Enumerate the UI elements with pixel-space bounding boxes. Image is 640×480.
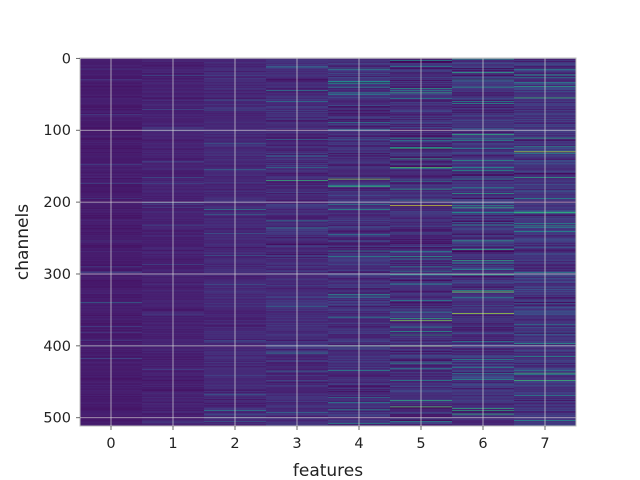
x-tick-label: 7 bbox=[540, 436, 549, 452]
x-tick-label: 0 bbox=[106, 436, 115, 452]
x-tick-label: 2 bbox=[230, 436, 239, 452]
x-axis-ticks: 0 1 2 3 4 5 6 7 bbox=[106, 426, 550, 452]
x-axis-label: features bbox=[293, 461, 363, 480]
x-tick-label: 6 bbox=[478, 436, 487, 452]
y-tick-label: 500 bbox=[43, 411, 71, 427]
x-tick-label: 1 bbox=[168, 436, 177, 452]
y-tick-label: 300 bbox=[43, 267, 71, 283]
y-tick-label: 0 bbox=[62, 51, 71, 67]
y-tick-label: 100 bbox=[43, 123, 71, 139]
y-axis-label: channels bbox=[13, 204, 33, 280]
y-axis-ticks: 0 100 200 300 400 500 bbox=[43, 51, 80, 427]
x-tick-label: 4 bbox=[354, 436, 363, 452]
x-tick-label: 5 bbox=[416, 436, 425, 452]
y-tick-label: 200 bbox=[43, 195, 71, 211]
gridlines bbox=[80, 57, 576, 426]
heatmap-cells bbox=[80, 58, 577, 427]
y-tick-label: 400 bbox=[43, 339, 71, 355]
x-tick-label: 3 bbox=[292, 436, 301, 452]
plot-frame bbox=[79, 57, 577, 427]
